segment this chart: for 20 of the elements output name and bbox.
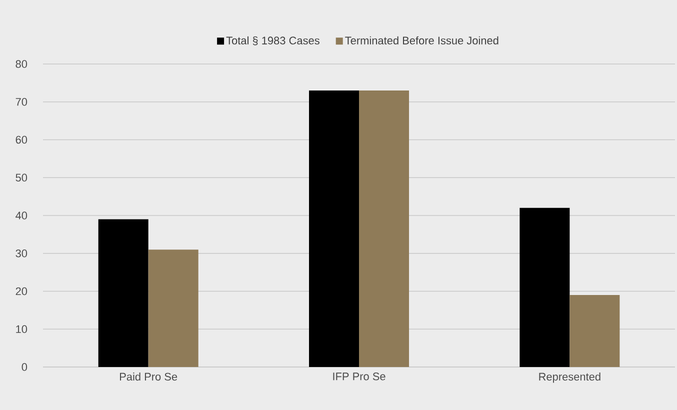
bar xyxy=(570,295,620,367)
y-tick-label: 70 xyxy=(16,98,28,106)
y-tick-label: 10 xyxy=(16,325,28,334)
x-tick-label: Paid Pro Se xyxy=(120,372,178,381)
bar xyxy=(520,208,570,367)
x-tick-label: IFP Pro Se xyxy=(333,372,386,380)
legend-label: Total § 1983 Cases xyxy=(226,36,320,46)
bar xyxy=(309,90,360,367)
y-tick-label: 50 xyxy=(16,174,28,182)
y-tick-label: 80 xyxy=(16,60,28,68)
legend-label: Terminated Before Issue Joined xyxy=(345,36,498,44)
y-tick-label: 30 xyxy=(16,250,28,258)
x-tick-label: Represented xyxy=(539,372,600,383)
y-tick-label: 40 xyxy=(16,212,28,220)
bar xyxy=(98,219,148,367)
y-tick-label: 0 xyxy=(22,363,28,371)
y-tick-label: 60 xyxy=(16,136,28,144)
y-tick-label: 20 xyxy=(16,287,28,296)
bar xyxy=(148,250,198,367)
bar xyxy=(359,90,410,367)
